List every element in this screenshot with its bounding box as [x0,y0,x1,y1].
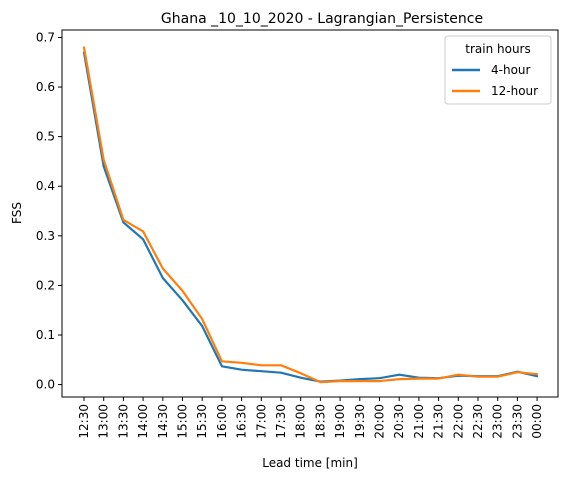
data-point-12-hour [496,375,499,378]
data-point-12-hour [122,219,125,221]
x-tick-label: 18:00 [294,404,308,439]
plot-frame [61,29,559,398]
data-point-12-hour [201,318,204,321]
x-tick-label: 12:30 [77,404,91,439]
y-tick-label: 0.1 [36,328,55,342]
legend: train hours 4-hour 12-hour [444,35,552,105]
chart-title: Ghana _10_10_2020 - Lagrangian_Persisten… [161,11,483,27]
data-point-4-hour [201,325,204,327]
x-tick-label: 00:00 [530,404,544,439]
y-axis: 0.0 0.1 0.2 0.3 0.4 0.5 0.6 0.7 [36,30,62,392]
y-tick-label: 0.5 [36,130,55,144]
x-tick-label: 22:00 [451,404,465,439]
x-tick-label: 13:30 [116,404,130,439]
data-point-12-hour [319,381,322,384]
data-point-4-hour [378,377,381,380]
x-tick-label: 18:30 [313,404,327,439]
legend-box [444,35,552,105]
x-tick-label: 14:00 [136,404,150,439]
data-point-4-hour [221,365,223,368]
data-point-12-hour [260,364,263,367]
legend-label-12-hour: 12-hour [491,84,538,98]
legend-title: train hours [465,42,530,56]
data-point-12-hour [516,371,519,374]
data-point-12-hour [437,377,440,380]
y-axis-label: FSS [10,202,24,224]
data-point-4-hour [398,373,401,376]
x-tick-label: 17:30 [274,404,288,439]
x-tick-label: 21:30 [432,404,446,439]
y-tick-label: 0.0 [36,378,55,392]
data-point-12-hour [181,289,184,292]
data-point-4-hour [161,277,164,279]
x-axis: 12:30 13:00 13:30 14:00 14:30 15:00 15:30 16:00… [77,397,544,439]
y-tick-label: 0.4 [36,179,55,193]
data-point-12-hour [398,378,401,381]
data-point-12-hour [477,375,479,378]
data-point-12-hour [299,372,302,375]
data-point-12-hour [457,373,460,376]
data-point-4-hour [122,221,125,224]
data-point-4-hour [280,371,282,374]
data-point-12-hour [142,230,145,233]
x-tick-label: 22:30 [471,404,485,439]
y-tick-label: 0.2 [36,278,55,292]
data-point-12-hour [161,267,164,270]
data-point-12-hour [83,46,85,49]
x-tick-label: 16:00 [215,404,229,439]
series-line-12-hour [82,46,539,384]
x-tick-label: 23:30 [510,404,524,439]
x-tick-label: 21:00 [412,404,426,439]
x-tick-label: 14:30 [156,404,170,439]
data-point-4-hour [102,165,105,168]
data-point-12-hour [240,361,243,364]
x-tick-label: 17:00 [254,404,268,439]
data-point-4-hour [536,375,538,378]
data-point-4-hour [260,370,263,373]
series-lines [82,46,539,384]
data-point-12-hour [339,380,341,383]
x-tick-label: 20:30 [392,404,406,439]
data-point-12-hour [280,364,282,367]
y-tick-label: 0.3 [36,229,55,243]
x-tick-label: 20:00 [373,404,387,439]
x-tick-label: 13:00 [97,404,111,439]
data-point-4-hour [299,376,302,379]
y-tick-label: 0.6 [36,80,55,94]
data-point-12-hour [418,377,420,380]
data-point-12-hour [358,380,361,383]
data-point-12-hour [221,360,223,363]
x-tick-label: 19:30 [353,404,367,439]
data-point-4-hour [240,368,243,371]
x-tick-label: 15:00 [176,404,190,439]
data-point-4-hour [358,378,361,381]
data-point-4-hour [142,238,145,241]
data-point-12-hour [102,159,105,161]
x-tick-label: 23:00 [491,404,505,439]
data-point-4-hour [181,299,184,302]
x-tick-label: 16:30 [235,404,249,439]
y-tick-label: 0.7 [36,30,55,44]
x-axis-label: Lead time [min] [262,456,358,470]
data-point-12-hour [378,380,381,383]
legend-label-4-hour: 4-hour [491,63,531,77]
data-point-12-hour [536,373,538,376]
x-tick-label: 19:00 [333,404,347,439]
x-tick-label: 15:30 [195,404,209,439]
